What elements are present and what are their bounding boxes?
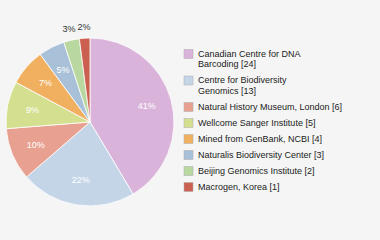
legend-label: Wellcome Sanger Institute [5] xyxy=(198,118,315,128)
chart: 41% 22% 10% 9% 7% 5% 3%2% Canadian Centre for D… xyxy=(0,0,380,240)
legend-swatch xyxy=(184,183,193,192)
legend-label: Natural History Museum, London [6] xyxy=(198,102,342,112)
data-label: 3% xyxy=(63,24,76,34)
pie xyxy=(6,38,174,206)
legend-swatch xyxy=(184,76,193,85)
legend-swatch xyxy=(184,50,193,59)
legend-label: Canadian Centre for DNABarcoding [24] xyxy=(198,49,301,70)
legend-label: Macrogen, Korea [1] xyxy=(198,182,280,192)
legend-swatch xyxy=(184,135,193,144)
legend-swatch xyxy=(184,103,193,112)
legend: Canadian Centre for DNABarcoding [24] Cen… xyxy=(184,49,342,192)
data-label: 2% xyxy=(77,22,90,32)
legend-label: Beijing Genomics Institute [2] xyxy=(198,166,315,176)
data-label: 7% xyxy=(39,78,52,88)
pie-slice xyxy=(79,38,90,122)
legend-swatch xyxy=(184,167,193,176)
pie-slice xyxy=(64,39,90,122)
data-label: 5% xyxy=(57,65,70,75)
legend-swatch xyxy=(184,151,193,160)
legend-label: Centre for BiodiversityGenomics [13] xyxy=(198,75,287,96)
data-label: 9% xyxy=(26,105,39,115)
legend-swatch xyxy=(184,119,193,128)
pie-labels: 41% 22% 10% 9% 7% 5% 3%2% xyxy=(26,22,156,185)
data-label: 41% xyxy=(138,101,156,111)
data-label: 22% xyxy=(72,175,90,185)
legend-label: Naturalis Biodiversity Center [3] xyxy=(198,150,324,160)
pie-slice xyxy=(6,122,90,177)
data-label: 10% xyxy=(27,140,45,150)
legend-label: Mined from GenBank, NCBI [4] xyxy=(198,134,322,144)
